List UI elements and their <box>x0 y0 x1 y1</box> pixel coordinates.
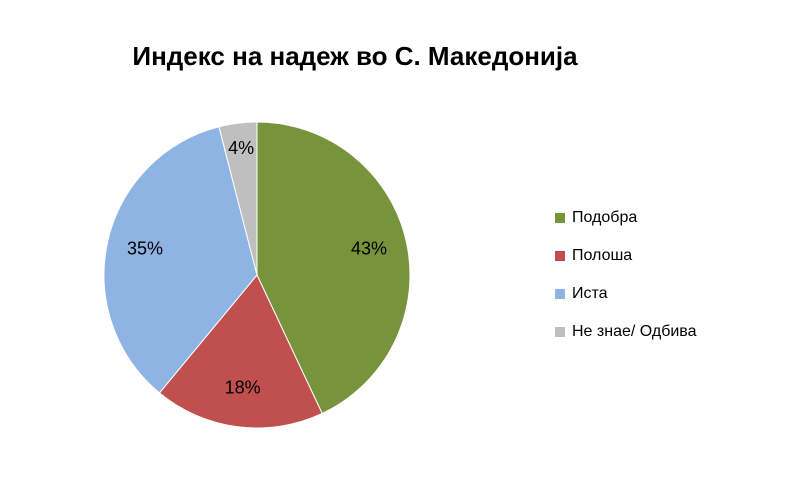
legend-swatch <box>555 213 565 223</box>
data-label: 43% <box>351 239 387 259</box>
pie-slice <box>103 126 258 394</box>
pie-slice <box>158 274 323 429</box>
legend-label: Иста <box>572 285 608 302</box>
legend-label: Не знае/ Одбива <box>572 323 697 340</box>
pie-slice <box>256 121 411 415</box>
legend-swatch <box>555 327 565 337</box>
legend-label: Полоша <box>572 247 632 264</box>
pie-slice <box>218 121 258 276</box>
legend-label: Подобра <box>572 209 637 226</box>
legend-swatch <box>555 251 565 261</box>
data-label: 35% <box>127 239 163 259</box>
legend-swatch <box>555 289 565 299</box>
data-label: 4% <box>228 138 254 158</box>
chart-title: Индекс на надеж во С. Македонија <box>132 41 578 71</box>
data-label: 18% <box>225 378 261 398</box>
